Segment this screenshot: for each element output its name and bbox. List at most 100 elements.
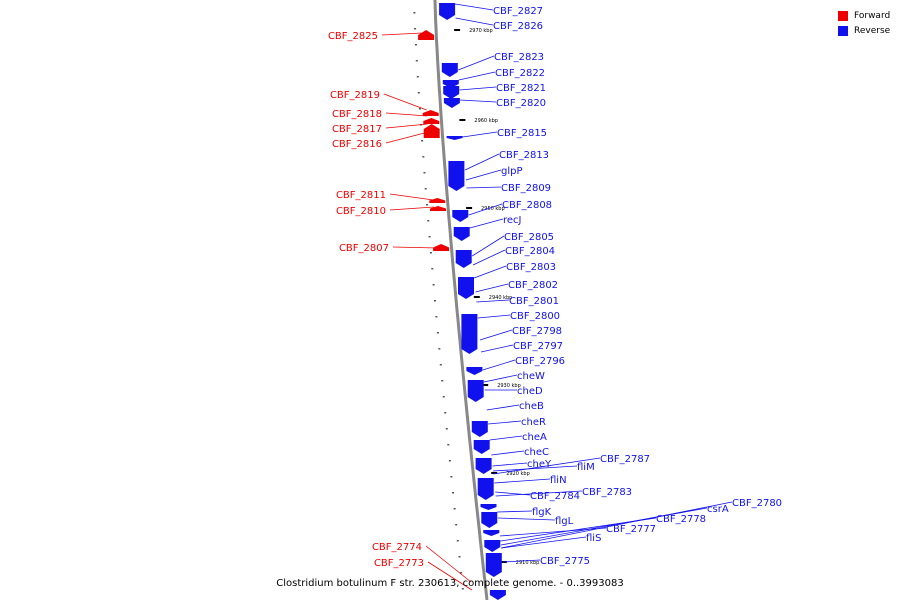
reverse-leader-line	[488, 420, 522, 425]
reverse-leader-line	[455, 17, 494, 26]
reverse-leader-line	[468, 203, 503, 216]
gene-label-cbf-2823: CBF_2823	[494, 52, 544, 63]
reverse-leader-line	[476, 299, 510, 303]
track-dot	[455, 524, 458, 526]
reverse-gene-arrow	[461, 314, 478, 354]
track-dot	[435, 316, 438, 318]
reverse-gene-arrow	[473, 440, 490, 454]
gene-label-cbf-2800: CBF_2800	[510, 311, 560, 322]
reverse-gene-arrow	[489, 590, 506, 600]
gene-label-cbf-2813: CBF_2813	[499, 150, 549, 161]
reverse-leader-line	[458, 71, 496, 81]
reverse-leader-line	[495, 490, 583, 497]
reverse-leader-line	[491, 450, 525, 456]
tick-mark	[473, 296, 480, 298]
tick-mark	[466, 207, 473, 209]
reverse-leader-line	[483, 374, 518, 383]
reverse-leader-line	[466, 186, 502, 189]
tick-mark	[459, 119, 466, 121]
track-dot	[452, 492, 454, 494]
reverse-gene-arrow	[446, 136, 463, 140]
gene-label-flgl: flgL	[555, 516, 574, 527]
track-dot	[413, 12, 416, 14]
gene-label-cbf-2811: CBF_2811	[336, 190, 386, 201]
track-dot	[439, 364, 442, 366]
gene-label-cbf-2804: CBF_2804	[505, 246, 555, 257]
track-dot	[414, 28, 417, 30]
gene-label-flis: fliS	[586, 533, 601, 544]
tick-label: 2950 kbp	[481, 206, 505, 212]
track-dot	[429, 252, 432, 254]
reverse-leader-line	[458, 55, 495, 71]
reverse-gene-arrow	[458, 277, 474, 299]
gene-label-cbf-2819: CBF_2819	[330, 90, 380, 101]
reverse-leader-line	[455, 3, 494, 11]
reverse-leader-line	[502, 559, 541, 563]
forward-leader-line	[385, 131, 429, 144]
gene-label-cbf-2817: CBF_2817	[332, 124, 382, 135]
gene-label-cbf-2825: CBF_2825	[328, 31, 378, 42]
forward-leader-line	[385, 123, 428, 129]
tick-mark	[482, 384, 489, 386]
gene-label-cbf-2821: CBF_2821	[496, 83, 546, 94]
reverse-gene-arrow	[453, 227, 470, 241]
reverse-gene-arrow	[475, 458, 492, 474]
map-caption: Clostridium botulinum F str. 230613, com…	[276, 578, 624, 589]
track-dot	[415, 60, 418, 62]
reverse-leader-line	[471, 235, 505, 257]
forward-leader-line	[427, 561, 473, 591]
reverse-leader-line	[497, 510, 533, 513]
reverse-gene-arrow	[477, 478, 494, 500]
forward-gene-arrow	[433, 244, 450, 251]
reverse-leader-line	[465, 169, 502, 181]
reverse-leader-line	[501, 501, 733, 549]
forward-gene-arrow	[423, 118, 440, 124]
track-dot	[436, 332, 439, 334]
track-dot	[441, 380, 444, 382]
reverse-leader-line	[473, 265, 507, 279]
gene-label-chew: cheW	[517, 371, 545, 382]
gene-label-cbf-2777: CBF_2777	[606, 524, 656, 535]
gene-label-cbf-2802: CBF_2802	[508, 280, 558, 291]
gene-label-ched: cheD	[517, 386, 543, 397]
reverse-gene-arrow	[439, 3, 456, 20]
reverse-leader-line	[472, 249, 506, 266]
gene-label-cbf-2810: CBF_2810	[336, 206, 386, 217]
gene-label-cbf-2797: CBF_2797	[513, 341, 563, 352]
gene-label-cbf-2787: CBF_2787	[600, 454, 650, 465]
track-dot	[434, 300, 436, 302]
forward-gene-arrow	[429, 198, 446, 203]
track-dot	[424, 188, 427, 190]
forward-leader-line	[425, 545, 472, 583]
reverse-leader-line	[464, 153, 500, 171]
track-dot	[458, 556, 461, 558]
gene-label-flgk: flgK	[532, 507, 552, 518]
track-dot	[418, 108, 421, 110]
tick-label: 2970 kbp	[469, 28, 493, 34]
track-dot	[438, 348, 441, 350]
tick-label: 2940 kbp	[489, 295, 513, 301]
track-dot	[431, 268, 434, 270]
tick-label: 2960 kbp	[474, 118, 498, 124]
gene-label-flim: fliM	[577, 462, 595, 473]
legend-item-forward: Forward	[838, 8, 890, 23]
gene-label-cbf-2818: CBF_2818	[332, 109, 382, 120]
gene-label-cbf-2809: CBF_2809	[501, 183, 551, 194]
gene-label-cher: cheR	[521, 417, 546, 428]
tick-mark	[454, 29, 461, 31]
reverse-leader-line	[492, 465, 578, 472]
reverse-gene-arrow	[484, 540, 501, 552]
track-dot	[423, 172, 426, 174]
track-dot	[453, 508, 456, 510]
gene-label-cbf-2803: CBF_2803	[506, 262, 556, 273]
track-dot	[450, 476, 453, 478]
track-dot	[456, 540, 459, 542]
gene-label-recj: recJ	[503, 215, 522, 226]
forward-leader-line	[389, 206, 435, 211]
gene-label-cbf-2816: CBF_2816	[332, 139, 382, 150]
gene-label-cbf-2798: CBF_2798	[512, 326, 562, 337]
reverse-gene-arrow	[443, 98, 460, 108]
reverse-gene-arrow	[466, 367, 483, 375]
track-dot	[445, 428, 448, 430]
